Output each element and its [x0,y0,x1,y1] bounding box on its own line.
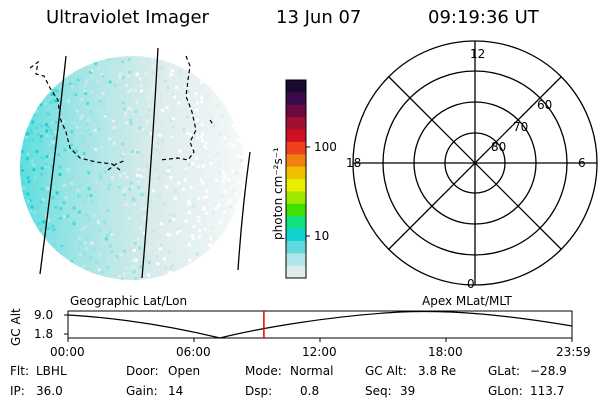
altitude-plot [64,310,573,342]
colorbar-segment [286,203,306,217]
meridian-lines [39,47,251,279]
mlat-label-80: 80 [491,140,507,154]
seq-value: 39 [400,384,416,398]
dsp-label: Dsp: [245,384,273,398]
gc-alt-label: GC Alt: [365,364,407,378]
colorbar-segment [286,92,306,106]
alt-tick-9: 9.0 [34,308,54,322]
colorbar-tick-10: 10 [314,229,330,243]
time-tick-0000: 00:00 [50,345,85,359]
alt-tick-1-8: 1.8 [34,327,54,341]
colorbar-segment [286,228,306,242]
gain-label: Gain: [126,384,158,398]
mlt-label-0: 0 [467,277,475,291]
colorbar-segment [286,179,306,192]
time-tick-0600: 06:00 [176,345,211,359]
glat-value: −28.9 [530,364,567,378]
colorbar-segment [286,216,306,230]
colorbar-segment [286,240,306,254]
glon-value: 113.7 [530,384,565,398]
colorbar-segment [286,129,306,143]
glat-label: GLat: [488,364,521,378]
time-tick-2359: 23:59 [556,345,591,359]
geographic-label: Geographic Lat/Lon [70,294,188,308]
colorbar-segment [286,141,306,155]
mode-value: Normal [290,364,334,378]
polar-diagonal-b [388,76,562,250]
gain-value: 14 [168,384,184,398]
flt-label: Flt: [10,364,29,378]
imager-title: Ultraviolet Imager [46,7,209,28]
seq-label: Seq: [365,384,392,398]
colorbar-segment [286,104,306,118]
mlat-label-70: 70 [513,120,529,134]
coastline [29,55,215,171]
colorbar [286,80,306,279]
door-value: Open [168,364,201,378]
dsp-value: 0.8 [300,384,320,398]
colorbar-segment [286,80,306,93]
colorbar-frame [285,79,307,279]
ip-value: 36.0 [36,384,63,398]
time-tick-1800: 18:00 [428,345,463,359]
mode-label: Mode: [245,364,282,378]
mlat-label-60: 60 [537,98,553,112]
time-label: 09:19:36 UT [428,7,539,28]
alt-plot-ylabel: GC Alt [9,308,23,346]
time-tick-1200: 12:00 [302,345,337,359]
apex-label: Apex MLat/MLT [422,294,512,308]
door-label: Door: [126,364,159,378]
mlt-label-6: 6 [578,156,586,170]
polar-plot [352,40,598,286]
colorbar-tick-100: 100 [314,140,337,154]
flt-value: LBHL [36,364,67,378]
colorbar-segment [286,191,306,205]
colorbar-segment [286,166,306,180]
glon-label: GLon: [488,384,523,398]
mlt-label-12: 12 [470,47,486,61]
colorbar-segment [286,117,306,131]
gc-alt-value: 3.8 Re [418,364,457,378]
colorbar-segment [286,265,306,279]
altitude-curve [67,310,573,339]
colorbar-unit-label: photon cm⁻²s⁻¹ [271,147,285,240]
colorbar-segment [286,154,306,168]
mlt-label-18: 18 [346,156,362,170]
colorbar-segment [286,253,306,267]
uv-image-disc [20,56,244,280]
date-label: 13 Jun 07 [276,7,362,28]
ip-label: IP: [10,384,25,398]
